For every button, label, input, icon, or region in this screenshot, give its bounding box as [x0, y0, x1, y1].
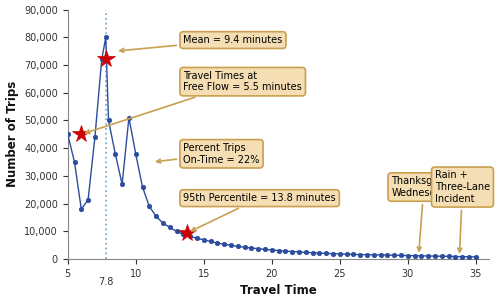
Text: Mean = 9.4 minutes: Mean = 9.4 minutes — [120, 35, 282, 52]
Text: Thanksgiving
Wednesday: Thanksgiving Wednesday — [392, 176, 456, 251]
Text: Percent Trips
On-Time = 22%: Percent Trips On-Time = 22% — [156, 143, 260, 165]
Text: 95th Percentile = 13.8 minutes: 95th Percentile = 13.8 minutes — [184, 193, 336, 231]
Text: 7.8: 7.8 — [98, 277, 114, 287]
Text: Travel Times at
Free Flow = 5.5 minutes: Travel Times at Free Flow = 5.5 minutes — [86, 71, 302, 134]
Text: Rain +
Three-Lane
Incident: Rain + Three-Lane Incident — [435, 171, 490, 252]
Y-axis label: Number of Trips: Number of Trips — [6, 81, 18, 188]
X-axis label: Travel Time: Travel Time — [240, 285, 317, 298]
